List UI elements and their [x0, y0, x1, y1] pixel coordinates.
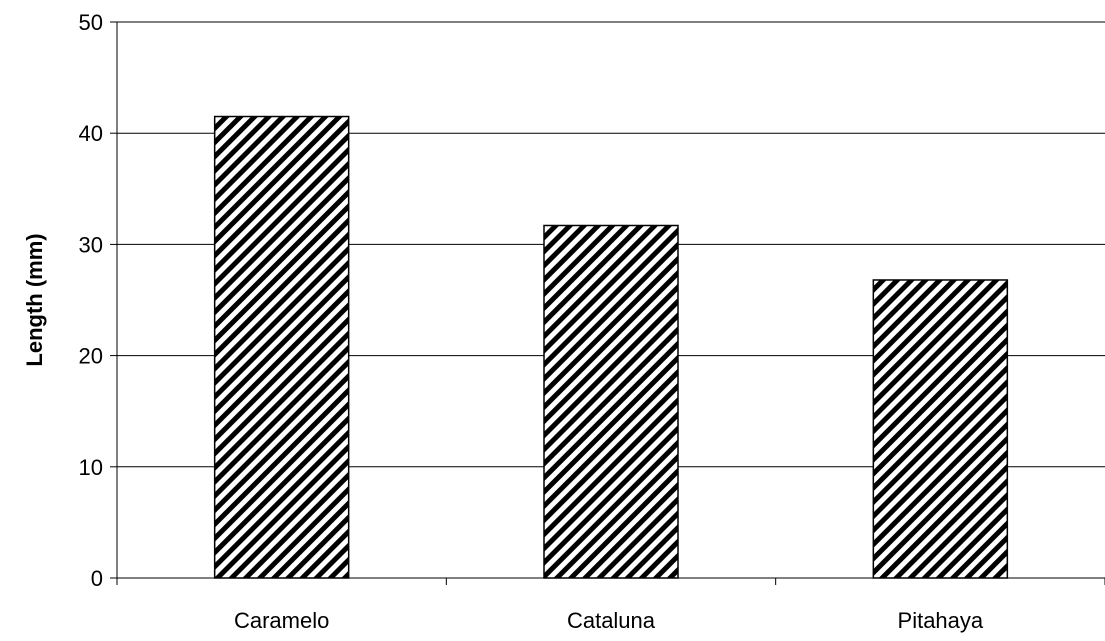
- bars: [213, 115, 1009, 579]
- axes: [110, 21, 1105, 585]
- x-tick-label: Caramelo: [234, 608, 329, 633]
- y-tick-label: 50: [79, 10, 103, 35]
- y-tick-label: 20: [79, 344, 103, 369]
- y-tick-label: 40: [79, 121, 103, 146]
- y-tick-labels: 0 10 20 30 40 50: [79, 10, 103, 591]
- y-axis-title: Length (mm): [22, 233, 47, 366]
- x-tick-label: Pitahaya: [898, 608, 984, 633]
- y-tick-label: 10: [79, 455, 103, 480]
- bar-cataluna: [543, 224, 679, 579]
- x-tick-labels: Caramelo Cataluna Pitahaya: [234, 608, 984, 633]
- x-tick-label: Cataluna: [567, 608, 656, 633]
- bar-caramelo: [213, 115, 350, 579]
- y-tick-label: 0: [91, 566, 103, 591]
- bar-pitahaya: [872, 279, 1009, 579]
- y-tick-label: 30: [79, 232, 103, 257]
